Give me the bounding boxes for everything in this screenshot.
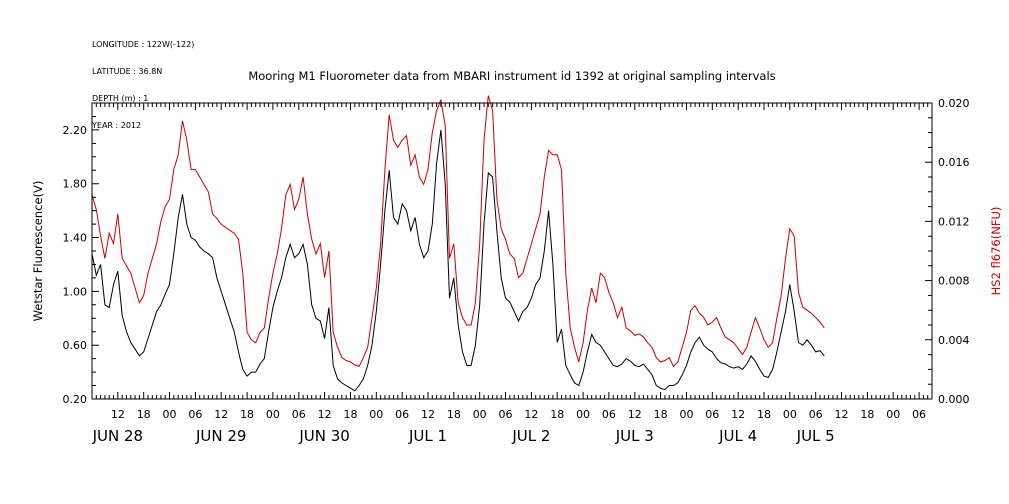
x-tick-label: 18 (550, 408, 564, 421)
x-tick-label: 00 (473, 408, 487, 421)
x-day-label: JUL 5 (796, 427, 835, 445)
y-tick-label-left: 2.20 (63, 124, 88, 137)
x-tick-label: 18 (757, 408, 771, 421)
latitude-label: LATITUDE : 36.8N (92, 67, 163, 76)
x-tick-label: 12 (421, 408, 435, 421)
x-tick-label: 06 (602, 408, 616, 421)
y-tick-label-right: 0.012 (938, 215, 970, 228)
x-tick-label: 00 (783, 408, 797, 421)
x-tick-label: 00 (369, 408, 383, 421)
chart-title: Mooring M1 Fluorometer data from MBARI i… (248, 69, 775, 83)
x-tick-label: 18 (240, 408, 254, 421)
x-day-label: JUN 28 (92, 427, 143, 445)
x-day-label: JUL 3 (615, 427, 654, 445)
y-tick-label-left: 1.40 (63, 232, 88, 245)
y-tick-label-left: 0.20 (63, 393, 88, 406)
y-axis-right-label: HS2 fl676(NFU) (989, 207, 1003, 296)
x-tick-label: 18 (137, 408, 151, 421)
x-day-label: JUN 29 (195, 427, 246, 445)
y-axis-left-label: Wetstar Fluorescence(V) (31, 181, 45, 322)
x-tick-label: 12 (318, 408, 332, 421)
y-tick-label-left: 0.60 (63, 339, 88, 352)
x-tick-label: 06 (188, 408, 202, 421)
x-tick-label: 06 (395, 408, 409, 421)
x-tick-label: 00 (576, 408, 590, 421)
y-tick-label-left: 1.80 (63, 178, 88, 191)
x-axis-ticks (91, 103, 933, 399)
x-day-label: JUL 4 (718, 427, 757, 445)
x-tick-label: 12 (214, 408, 228, 421)
x-tick-label: 12 (835, 408, 849, 421)
y-tick-label-right: 0.008 (938, 275, 970, 288)
x-tick-label: 12 (731, 408, 745, 421)
y-tick-label-right: 0.016 (938, 156, 970, 169)
x-tick-label: 06 (912, 408, 926, 421)
x-tick-label: 00 (886, 408, 900, 421)
x-tick-label: 06 (705, 408, 719, 421)
x-day-label: JUL 2 (511, 427, 550, 445)
x-tick-label: 12 (524, 408, 538, 421)
year-label: YEAR : 2012 (92, 121, 142, 130)
series-line-wetstar (91, 129, 825, 392)
x-tick-label: 00 (163, 408, 177, 421)
x-tick-label: 12 (111, 408, 125, 421)
x-tick-label: 12 (628, 408, 642, 421)
x-day-label: JUN 30 (298, 427, 349, 445)
metadata-block: LONGITUDE : 122W(-122) LATITUDE : 36.8N … (92, 22, 194, 139)
y-tick-label-right: 0.004 (938, 334, 970, 347)
y-axis-left-ticks (92, 102, 99, 400)
x-tick-label: 00 (679, 408, 693, 421)
y-tick-label-left: 1.00 (63, 285, 88, 298)
depth-label: DEPTH (m) : 1 (92, 94, 149, 103)
series-line-hs2 (91, 95, 825, 368)
plot-frame (91, 102, 933, 400)
y-tick-label-right: 0.020 (938, 97, 970, 110)
x-tick-label: 00 (266, 408, 280, 421)
y-tick-label-right: 0.000 (938, 393, 970, 406)
y-axis-right-ticks (925, 102, 932, 400)
x-tick-label: 18 (654, 408, 668, 421)
x-tick-label: 06 (499, 408, 513, 421)
x-tick-label: 18 (343, 408, 357, 421)
x-tick-label: 18 (860, 408, 874, 421)
x-tick-label: 06 (809, 408, 823, 421)
x-tick-label: 18 (447, 408, 461, 421)
x-day-label: JUL 1 (408, 427, 447, 445)
x-tick-label: 06 (292, 408, 306, 421)
longitude-label: LONGITUDE : 122W(-122) (92, 40, 195, 49)
